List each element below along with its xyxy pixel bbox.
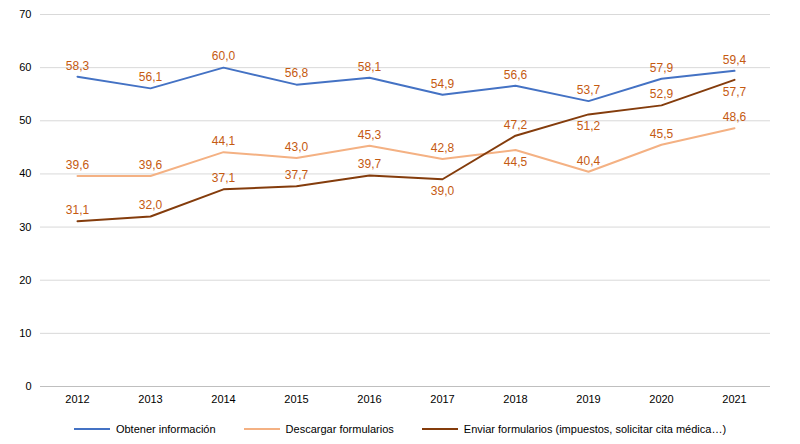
svg-text:45,5: 45,5	[650, 127, 674, 141]
svg-text:32,0: 32,0	[139, 198, 163, 212]
svg-text:47,2: 47,2	[504, 118, 528, 132]
svg-text:40: 40	[19, 167, 31, 179]
svg-text:0: 0	[25, 380, 31, 392]
svg-text:57,7: 57,7	[723, 85, 747, 99]
svg-text:2018: 2018	[503, 393, 527, 405]
svg-text:37,1: 37,1	[212, 171, 236, 185]
html-text:Obtener información: Obtener información	[115, 423, 216, 435]
svg-text:42,8: 42,8	[431, 141, 455, 155]
svg-text:2019: 2019	[576, 393, 600, 405]
svg-text:52,9: 52,9	[650, 87, 674, 101]
svg-text:57,9: 57,9	[650, 61, 674, 75]
svg-text:58,1: 58,1	[358, 60, 382, 74]
html-text:Descargar formularios: Descargar formularios	[285, 423, 394, 435]
svg-text:56,8: 56,8	[285, 66, 309, 80]
svg-text:2012: 2012	[65, 393, 89, 405]
svg-text:2015: 2015	[284, 393, 308, 405]
svg-text:53,7: 53,7	[577, 83, 601, 97]
svg-text:2013: 2013	[138, 393, 162, 405]
svg-text:60,0: 60,0	[212, 49, 236, 63]
svg-text:48,6: 48,6	[723, 110, 747, 124]
svg-text:10: 10	[19, 327, 31, 339]
svg-text:39,6: 39,6	[66, 158, 90, 172]
svg-text:44,1: 44,1	[212, 134, 236, 148]
svg-text:39,0: 39,0	[431, 184, 455, 198]
svg-text:50: 50	[19, 114, 31, 126]
svg-text:31,1: 31,1	[66, 203, 90, 217]
svg-text:2017: 2017	[430, 393, 454, 405]
html-text:Enviar formularios (impuestos,: Enviar formularios (impuestos, solicitar…	[463, 423, 727, 435]
svg-text:37,7: 37,7	[285, 168, 309, 182]
svg-text:39,7: 39,7	[358, 157, 382, 171]
svg-text:43,0: 43,0	[285, 140, 309, 154]
svg-text:2016: 2016	[357, 393, 381, 405]
svg-text:2014: 2014	[211, 393, 235, 405]
svg-text:51,2: 51,2	[577, 119, 601, 133]
svg-text:58,3: 58,3	[66, 59, 90, 73]
svg-text:44,5: 44,5	[504, 155, 528, 169]
svg-text:20: 20	[19, 274, 31, 286]
svg-text:54,9: 54,9	[431, 77, 455, 91]
svg-text:45,3: 45,3	[358, 128, 382, 142]
svg-text:30: 30	[19, 221, 31, 233]
svg-text:2020: 2020	[649, 393, 673, 405]
svg-text:56,1: 56,1	[139, 70, 163, 84]
svg-text:2021: 2021	[722, 393, 746, 405]
svg-text:59,4: 59,4	[723, 53, 747, 67]
svg-text:56,6: 56,6	[504, 68, 528, 82]
svg-text:60: 60	[19, 61, 31, 73]
svg-text:40,4: 40,4	[577, 154, 601, 168]
svg-text:39,6: 39,6	[139, 158, 163, 172]
svg-text:70: 70	[19, 8, 31, 20]
